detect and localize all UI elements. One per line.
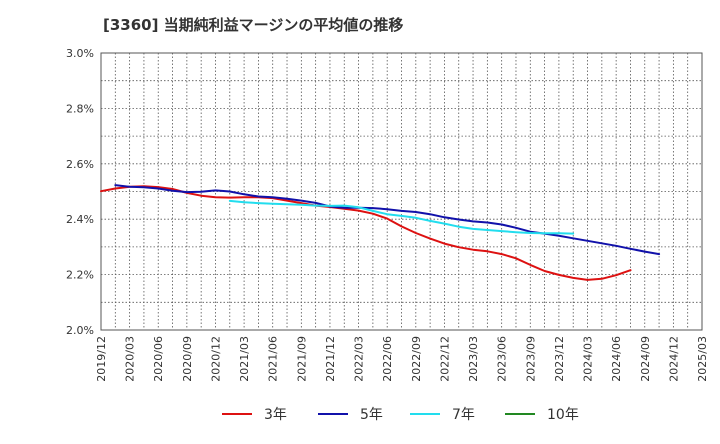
x-tick-label: 2021/06: [267, 336, 280, 382]
x-tick-label: 2021/03: [238, 336, 251, 382]
y-tick-label: 3.0%: [66, 47, 94, 60]
y-tick-label: 2.6%: [66, 158, 94, 171]
y-tick-label: 2.0%: [66, 324, 94, 337]
x-tick-label: 2023/09: [524, 336, 537, 382]
legend-label-0: 3年: [264, 407, 287, 423]
series-lines: [100, 184, 661, 281]
x-tick-label: 2020/06: [152, 336, 165, 382]
x-tick-label: 2022/03: [353, 336, 366, 382]
y-tick-label: 2.4%: [66, 213, 94, 226]
y-tick-label: 2.8%: [66, 102, 94, 115]
legend-label-3: 10年: [547, 407, 579, 423]
x-tick-label: 2020/03: [124, 336, 137, 382]
x-tick-label: 2022/09: [410, 336, 423, 382]
series-line-2: [228, 199, 575, 235]
axes: 2.0% 2.2% 2.4% 2.6% 2.8% 3.0% 2019/12 2020/03 20…: [66, 47, 709, 382]
x-tick-label: 2024/03: [582, 336, 595, 382]
x-tick-label: 2023/03: [467, 336, 480, 382]
series-line-1: [114, 184, 661, 256]
x-tick-label: 2024/09: [639, 336, 652, 382]
x-tick-label: 2019/12: [95, 336, 108, 382]
x-tick-label: 2024/12: [667, 336, 680, 382]
x-tick-label: 2020/12: [209, 336, 222, 382]
y-tick-label: 2.2%: [66, 269, 94, 282]
x-tick-label: 2021/12: [324, 336, 337, 382]
x-tick-label: 2024/06: [610, 336, 623, 382]
x-tick-label: 2022/06: [381, 336, 394, 382]
x-tick-label: 2025/03: [696, 336, 709, 382]
x-tick-label: 2022/12: [438, 336, 451, 382]
legend-label-1: 5年: [360, 407, 383, 423]
legend-label-2: 7年: [452, 407, 475, 423]
x-tick-label: 2020/09: [181, 336, 194, 382]
x-tick-label: 2023/06: [496, 336, 509, 382]
grid: [101, 53, 702, 330]
chart-title: [3360] 当期純利益マージンの平均値の推移: [103, 16, 404, 34]
series-line-0: [100, 185, 632, 281]
x-tick-label: 2021/09: [295, 336, 308, 382]
x-tick-label: 2023/12: [553, 336, 566, 382]
legend: 3年 5年 7年 10年: [222, 407, 579, 423]
